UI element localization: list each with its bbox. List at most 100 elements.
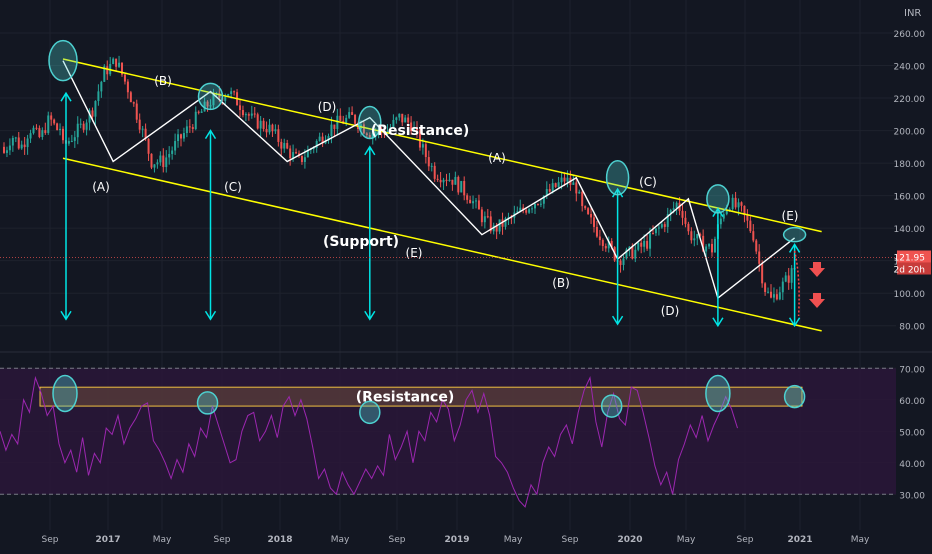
candle-body [392,119,395,128]
candle-body [156,162,159,165]
candle-body [722,214,725,219]
candle-body [135,103,138,120]
candle-body [206,101,209,107]
candle-body [351,112,354,115]
projection-line [793,250,800,317]
pivot-circle-marker [48,39,78,82]
price-axis-tick: 200.00 [894,128,926,138]
time-axis-tick: 2017 [95,535,120,545]
candle-body [430,165,433,167]
time-axis-tick: May [851,535,870,545]
candle-body [486,216,489,218]
candle-body [418,130,421,148]
candle-body [654,228,657,234]
candle-body [174,141,177,151]
candle-body [73,137,76,141]
candle-body [180,134,182,139]
candle-body [371,133,374,138]
candle-body [784,275,787,282]
candle-body [534,203,536,209]
candle-body [141,128,144,130]
candle-body [693,238,696,241]
candle-body [82,123,85,130]
wave-label: (A) [92,180,110,194]
candle-body [280,141,283,149]
candle-body [41,130,44,137]
candle-body [315,140,318,149]
candle-body [76,123,79,138]
time-axis-tick: 2020 [617,535,642,545]
candle-body [11,137,14,146]
time-axis-tick: Sep [42,535,59,545]
candle-body [575,182,578,194]
candle-body [752,231,755,241]
candle-body [708,243,711,247]
candle-body [451,179,454,185]
candle-body [649,232,652,249]
candle-body [625,249,628,259]
wave-label: (B) [552,276,570,290]
price-axis-tick: 140.00 [894,225,926,235]
candle-body [525,210,528,213]
candle-body [475,200,477,202]
time-axis-tick: May [153,535,172,545]
candle-body [20,144,23,149]
candle-body [495,225,498,232]
candle-body [32,127,35,134]
candle-body [348,112,351,118]
candle-body [578,191,581,194]
time-axis-tick: Sep [214,535,231,545]
candle-body [539,203,542,205]
candle-body [303,157,306,162]
candle-body [696,234,699,239]
candle-body [737,202,740,208]
candle-body [8,145,11,151]
time-axis-tick: Sep [562,535,579,545]
candle-body [480,209,483,223]
candle-body [354,114,357,124]
candle-body [554,183,557,187]
candle-body [590,214,593,218]
candle-body [209,105,212,107]
candle-body [188,126,191,128]
candle-body [445,179,448,182]
candle-body [165,157,168,168]
candle-body [593,217,595,227]
candle-body [761,263,764,284]
candle-body [191,127,194,130]
candle-body [374,132,377,134]
candle-body [365,133,368,135]
oscillator-axis-tick: 30.00 [899,491,925,501]
candle-body [416,127,418,131]
candle-body [88,110,91,123]
candle-body [566,177,569,182]
candle-body [121,62,123,75]
candle-body [295,152,298,154]
candle-body [118,62,121,67]
candle-body [103,66,106,82]
candle-body [634,249,637,259]
candle-body [44,130,47,133]
candle-body [448,179,451,182]
candle-body [56,123,59,131]
candle-body [224,96,227,101]
candle-body [144,128,147,139]
candle-body [123,74,126,82]
candle-body [663,224,666,227]
candle-body [100,81,103,92]
candle-body [79,123,82,125]
candle-body [457,176,460,193]
candle-body [26,138,29,148]
candle-body [168,153,171,158]
candle-body [687,223,690,232]
time-axis-tick: May [331,535,350,545]
candle-body [510,217,513,219]
currency-label: INR [904,8,922,19]
candle-body [725,209,728,215]
candle-body [652,232,654,234]
candle-body [38,128,41,137]
price-axis-tick: 100.00 [894,290,926,300]
target-arrow-head-down [364,310,376,321]
